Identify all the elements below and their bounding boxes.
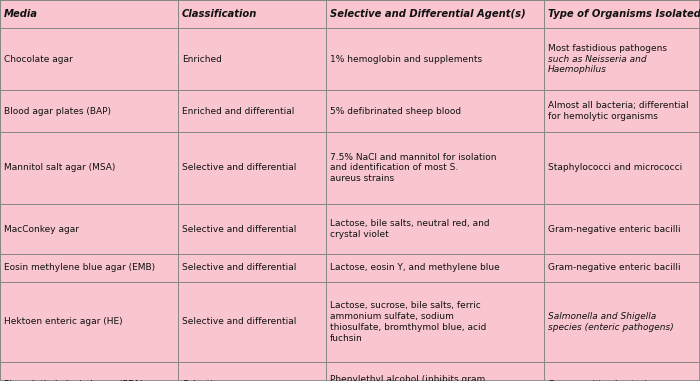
- Text: such as Neisseria and: such as Neisseria and: [548, 54, 647, 64]
- Bar: [326, 90, 544, 132]
- Bar: [0, 90, 178, 132]
- Text: Gram-positive bacteria: Gram-positive bacteria: [548, 380, 652, 381]
- Text: Phenylethyl alcohol agar (PEA): Phenylethyl alcohol agar (PEA): [4, 380, 143, 381]
- Text: crystal violet: crystal violet: [330, 230, 389, 239]
- Bar: [178, 282, 326, 362]
- Text: Selective and differential: Selective and differential: [182, 224, 296, 234]
- Text: Hektoen enteric agar (HE): Hektoen enteric agar (HE): [4, 317, 122, 327]
- Bar: [0, 362, 178, 381]
- Bar: [178, 204, 326, 254]
- Text: species (enteric pathogens): species (enteric pathogens): [548, 323, 673, 332]
- Text: Type of Organisms Isolated: Type of Organisms Isolated: [548, 9, 700, 19]
- Text: Almost all bacteria; differential: Almost all bacteria; differential: [548, 101, 689, 110]
- Text: Phenylethyl alcohol (inhibits gram: Phenylethyl alcohol (inhibits gram: [330, 375, 485, 381]
- Bar: [326, 0, 544, 28]
- Text: 7.5% NaCl and mannitol for isolation: 7.5% NaCl and mannitol for isolation: [330, 153, 496, 162]
- Text: Staphylococci and micrococci: Staphylococci and micrococci: [548, 163, 682, 173]
- Text: Salmonella and Shigella: Salmonella and Shigella: [548, 312, 657, 321]
- Text: ammonium sulfate, sodium: ammonium sulfate, sodium: [330, 312, 454, 321]
- Text: and identification of most S.: and identification of most S.: [330, 163, 458, 173]
- Text: Blood agar plates (BAP): Blood agar plates (BAP): [4, 107, 111, 115]
- Text: Most fastidious pathogens: Most fastidious pathogens: [548, 44, 667, 53]
- Text: Selective and Differential Agent(s): Selective and Differential Agent(s): [330, 9, 526, 19]
- Bar: [326, 28, 544, 90]
- Bar: [544, 362, 700, 381]
- Text: Mannitol salt agar (MSA): Mannitol salt agar (MSA): [4, 163, 116, 173]
- Text: 1% hemoglobin and supplements: 1% hemoglobin and supplements: [330, 54, 482, 64]
- Text: Gram-negative enteric bacilli: Gram-negative enteric bacilli: [548, 224, 680, 234]
- Text: Lactose, bile salts, neutral red, and: Lactose, bile salts, neutral red, and: [330, 219, 489, 228]
- Bar: [544, 28, 700, 90]
- Text: aureus strains: aureus strains: [330, 174, 394, 183]
- Text: MacConkey agar: MacConkey agar: [4, 224, 79, 234]
- Bar: [0, 254, 178, 282]
- Text: Haemophilus: Haemophilus: [548, 65, 607, 74]
- Bar: [0, 0, 178, 28]
- Bar: [178, 132, 326, 204]
- Text: Enriched and differential: Enriched and differential: [182, 107, 295, 115]
- Bar: [178, 362, 326, 381]
- Text: Selective: Selective: [182, 380, 224, 381]
- Bar: [544, 90, 700, 132]
- Text: Eosin methylene blue agar (EMB): Eosin methylene blue agar (EMB): [4, 264, 155, 272]
- Text: Media: Media: [4, 9, 38, 19]
- Bar: [326, 254, 544, 282]
- Bar: [178, 28, 326, 90]
- Text: Selective and differential: Selective and differential: [182, 163, 296, 173]
- Bar: [326, 132, 544, 204]
- Bar: [0, 132, 178, 204]
- Bar: [326, 362, 544, 381]
- Bar: [178, 254, 326, 282]
- Text: Enriched: Enriched: [182, 54, 222, 64]
- Bar: [544, 254, 700, 282]
- Text: Lactose, sucrose, bile salts, ferric: Lactose, sucrose, bile salts, ferric: [330, 301, 481, 310]
- Bar: [544, 0, 700, 28]
- Bar: [0, 204, 178, 254]
- Text: Lactose, eosin Y, and methylene blue: Lactose, eosin Y, and methylene blue: [330, 264, 500, 272]
- Bar: [0, 28, 178, 90]
- Bar: [326, 204, 544, 254]
- Text: thiosulfate, bromthymol blue, acid: thiosulfate, bromthymol blue, acid: [330, 323, 486, 332]
- Bar: [544, 132, 700, 204]
- Bar: [178, 0, 326, 28]
- Text: Selective and differential: Selective and differential: [182, 264, 296, 272]
- Text: fuchsin: fuchsin: [330, 334, 363, 343]
- Bar: [326, 282, 544, 362]
- Bar: [0, 282, 178, 362]
- Text: 5% defibrinated sheep blood: 5% defibrinated sheep blood: [330, 107, 461, 115]
- Text: Chocolate agar: Chocolate agar: [4, 54, 73, 64]
- Bar: [544, 282, 700, 362]
- Bar: [544, 204, 700, 254]
- Bar: [178, 90, 326, 132]
- Text: Selective and differential: Selective and differential: [182, 317, 296, 327]
- Text: for hemolytic organisms: for hemolytic organisms: [548, 112, 658, 121]
- Text: Gram-negative enteric bacilli: Gram-negative enteric bacilli: [548, 264, 680, 272]
- Text: Classification: Classification: [182, 9, 258, 19]
